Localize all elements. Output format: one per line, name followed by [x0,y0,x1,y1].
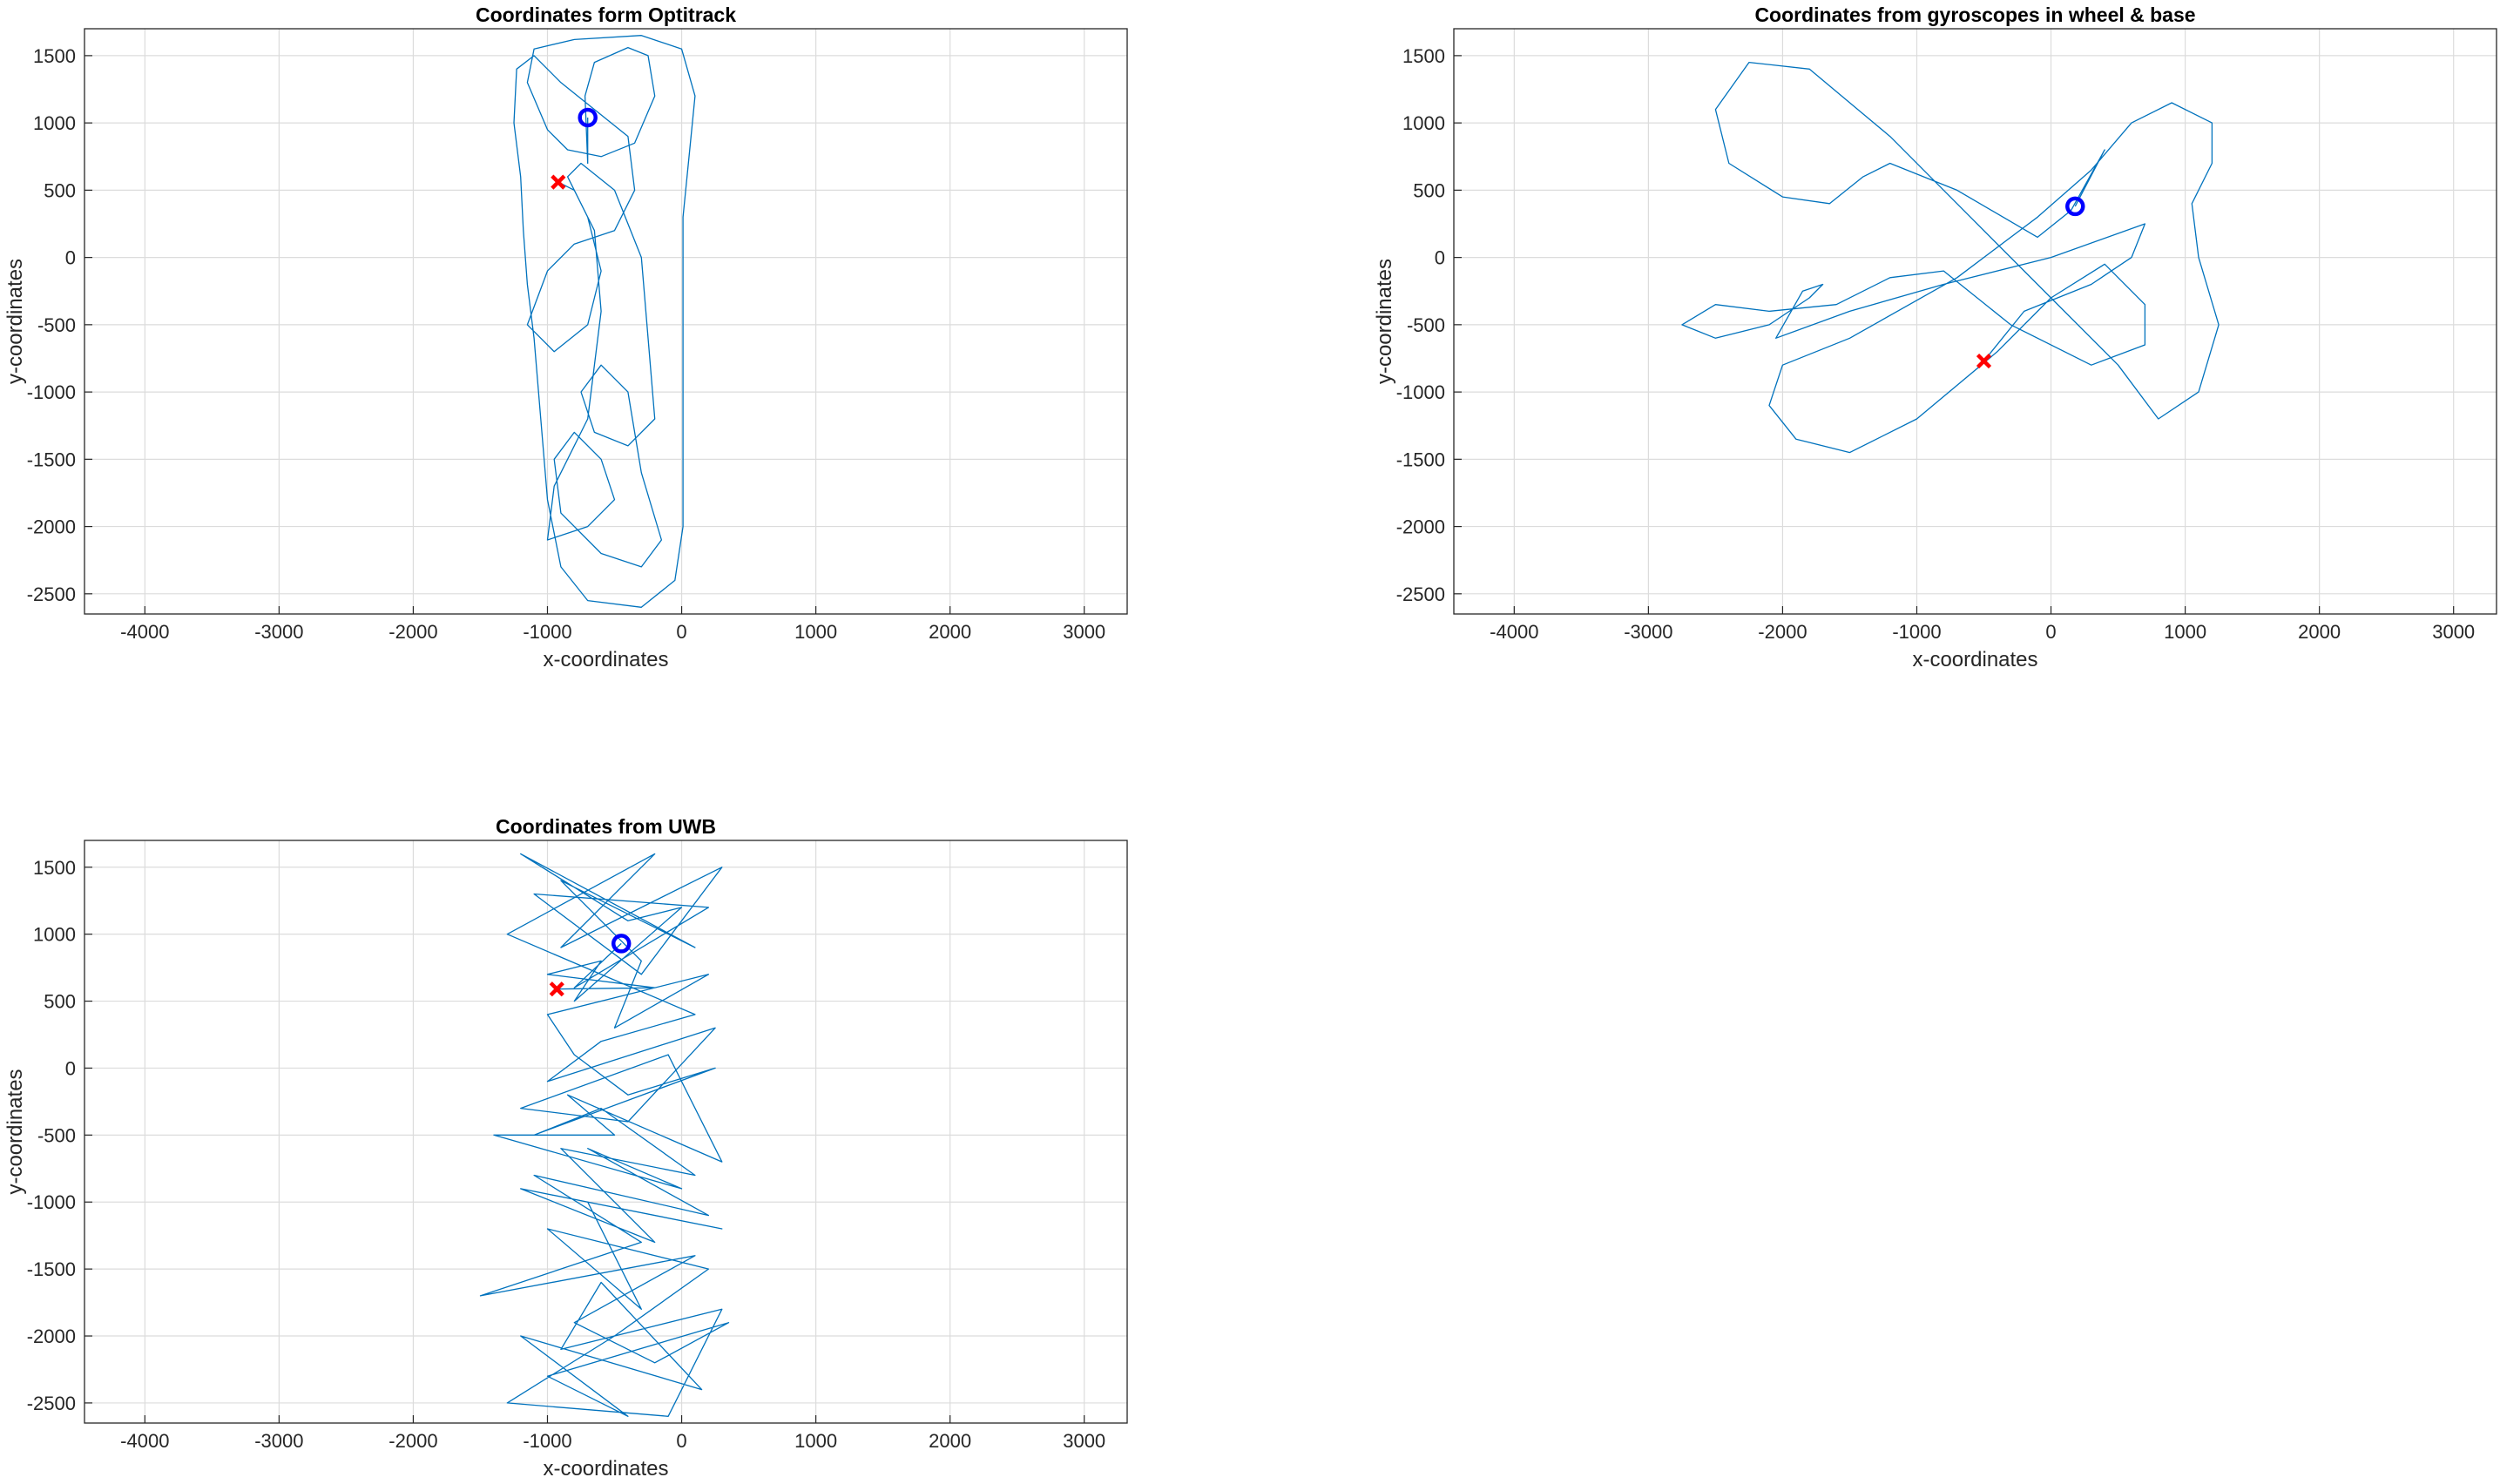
x-tick-label: -4000 [120,621,169,643]
start-marker [611,934,632,954]
x-tick-label: 0 [676,1430,686,1452]
y-tick-label: -2500 [27,1393,76,1414]
axes-box [84,840,1128,1424]
x-tick-label: 2000 [929,621,971,643]
x-tick-label: -4000 [1490,621,1538,643]
plot-content [1681,61,2220,454]
y-tick-label: -2000 [27,1325,76,1347]
y-tick-label: 500 [44,991,76,1013]
y-tick-label: 1500 [33,857,76,879]
y-tick-label: -2000 [27,516,76,538]
x-tick-label: 2000 [929,1430,971,1452]
y-tick-label: -2500 [1396,583,1445,605]
y-tick-label: 1500 [1402,45,1445,67]
chart-title: Coordinates form Optitrack [476,3,736,26]
chart-title: Coordinates from UWB [496,815,716,838]
plot-area [84,840,1127,1423]
start-marker [578,107,598,128]
x-tick-label: 0 [676,621,686,643]
y-tick-label: 0 [65,1057,76,1079]
y-tick-label: -1000 [1396,381,1445,403]
x-tick-label: -3000 [1624,621,1672,643]
y-tick-label: -2000 [1396,516,1445,538]
x-axis-label: x-coordinates [543,1457,668,1481]
plot-content [479,853,730,1417]
x-axis-label: x-coordinates [1912,648,2037,671]
axes: -4000 -3000 -2000 -1000 0 1000 2000 3000 -2500 -2… [1373,3,2497,671]
axes: -4000 -3000 -2000 -1000 0 1000 2000 3000 -2500 -2… [3,3,1128,671]
x-tick-label: -1000 [1892,621,1941,643]
axes-box [1453,28,2497,615]
y-axis-label: y-coordinates [3,1069,27,1194]
x-tick-label: -2000 [389,621,437,643]
x-tick-label: -2000 [389,1430,437,1452]
y-tick-label: -1500 [27,1258,76,1280]
end-marker [551,174,566,190]
y-tick-label: 500 [44,179,76,201]
y-tick-label: -1500 [1396,449,1445,470]
y-tick-label: -2500 [27,583,76,605]
start-marker [2065,196,2085,217]
x-tick-label: 1000 [2164,621,2206,643]
chart-title: Coordinates from gyroscopes in wheel & b… [1754,3,2195,26]
trajectory [479,853,730,1417]
plot-area [1454,29,2497,614]
y-tick-label: 0 [65,247,76,269]
y-tick-label: -1000 [27,1191,76,1213]
y-tick-label: 0 [1435,247,1445,269]
x-tick-label: -1000 [523,1430,571,1452]
trajectory [1681,61,2220,454]
x-tick-label: 3000 [2432,621,2475,643]
x-tick-label: -1000 [523,621,571,643]
x-tick-label: 1000 [794,1430,837,1452]
end-marker [549,981,564,997]
x-tick-label: 0 [2045,621,2056,643]
y-tick-label: 500 [1413,179,1445,201]
y-tick-label: 1500 [33,45,76,67]
x-tick-label: 3000 [1063,1430,1105,1452]
end-marker [1976,353,1992,369]
y-tick-label: 1000 [33,112,76,134]
y-tick-label: -500 [37,314,76,336]
y-axis-label: y-coordinates [3,259,27,384]
x-axis-label: x-coordinates [543,648,668,671]
y-axis-label: y-coordinates [1373,259,1396,384]
x-tick-label: 1000 [794,621,837,643]
y-tick-label: -500 [37,1124,76,1146]
x-tick-label: -3000 [254,1430,303,1452]
x-tick-label: -4000 [120,1430,169,1452]
y-tick-label: 1000 [1402,112,1445,134]
plot-area [84,29,1127,614]
x-tick-label: 2000 [2298,621,2341,643]
y-tick-label: -1000 [27,381,76,403]
axes-box [84,28,1128,615]
y-tick-label: 1000 [33,924,76,946]
y-tick-label: -1500 [27,449,76,470]
x-tick-label: -3000 [254,621,303,643]
axes: -4000 -3000 -2000 -1000 0 1000 2000 3000 -2500 -2… [3,815,1128,1481]
trajectory [513,35,696,608]
plot-content [513,35,696,608]
x-tick-label: 3000 [1063,621,1105,643]
x-tick-label: -2000 [1758,621,1807,643]
y-tick-label: -500 [1407,314,1445,336]
